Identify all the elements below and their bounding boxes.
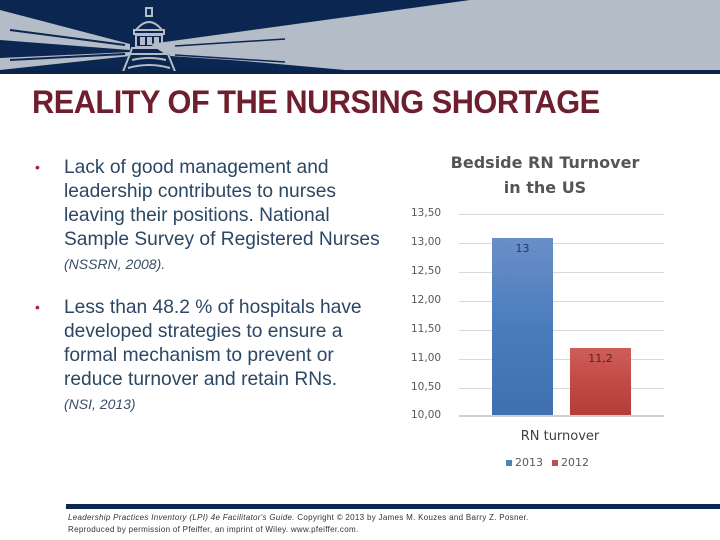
- footer-book-title: Leadership Practices Inventory (LPI) 4e …: [68, 513, 295, 522]
- bullet-body-2: Less than 48.2 % of hospitals have devel…: [64, 297, 362, 390]
- legend-swatch-icon: [552, 459, 558, 466]
- legend-label: 2012: [561, 456, 589, 469]
- chart-title: Bedside RN Turnover in the US: [430, 150, 660, 200]
- y-tick-label: 10,50: [411, 381, 442, 393]
- footer-line-1: Leadership Practices Inventory (LPI) 4e …: [68, 512, 529, 524]
- legend-item-2012[interactable]: 2012: [552, 456, 589, 469]
- footer-copyright: Leadership Practices Inventory (LPI) 4e …: [68, 512, 529, 536]
- gridline: [459, 214, 664, 215]
- chart-title-line-2: in the US: [503, 178, 587, 197]
- gridline: [459, 330, 664, 331]
- lighthouse-icon: [0, 0, 720, 74]
- bullet-glyph: •: [35, 159, 40, 175]
- gridline: [459, 359, 664, 360]
- y-tick-label: 11,50: [411, 323, 442, 335]
- bar-2013[interactable]: 13: [492, 238, 553, 416]
- y-tick-label: 13,00: [411, 236, 442, 248]
- bullet-citation-1: (NSSRN, 2008).: [64, 256, 166, 272]
- y-tick-label: 11,00: [411, 352, 442, 364]
- footer-rule: [66, 504, 720, 509]
- legend-swatch-icon: [506, 459, 512, 466]
- legend-item-2013[interactable]: 2013: [506, 456, 543, 469]
- legend-label: 2013: [515, 456, 543, 469]
- bullet-text-2: Less than 48.2 % of hospitals have devel…: [64, 296, 394, 416]
- y-tick-label: 10,00: [411, 409, 442, 421]
- y-tick-label: 12,00: [411, 294, 442, 306]
- bullet-text-1: Lack of good management and leadership c…: [64, 156, 394, 276]
- slide-title: REALITY OF THE NURSING SHORTAGE: [32, 84, 600, 120]
- y-tick-label: 12,50: [411, 265, 442, 277]
- footer-line-2: Reproduced by permission of Pfeiffer, an…: [68, 525, 359, 534]
- bullet-glyph: •: [35, 299, 40, 315]
- x-axis-baseline: [459, 415, 664, 417]
- footer-copyright-notice: Copyright © 2013 by James M. Kouzes and …: [294, 513, 529, 522]
- bullet-body-1: Lack of good management and leadership c…: [64, 157, 380, 250]
- chart-title-line-1: Bedside RN Turnover: [450, 153, 640, 172]
- y-tick-label: 13,50: [411, 207, 442, 219]
- header-banner: [0, 0, 720, 74]
- gridline: [459, 301, 664, 302]
- gridline: [459, 388, 664, 389]
- bar-data-label-2013: 13: [515, 242, 530, 255]
- bar-2012[interactable]: 11,2: [570, 348, 631, 416]
- bar-data-label-2012: 11,2: [588, 352, 613, 365]
- gridline: [459, 243, 664, 244]
- gridline: [459, 272, 664, 273]
- x-axis-label: RN turnover: [520, 429, 600, 444]
- bullet-citation-2: (NSI, 2013): [64, 396, 136, 412]
